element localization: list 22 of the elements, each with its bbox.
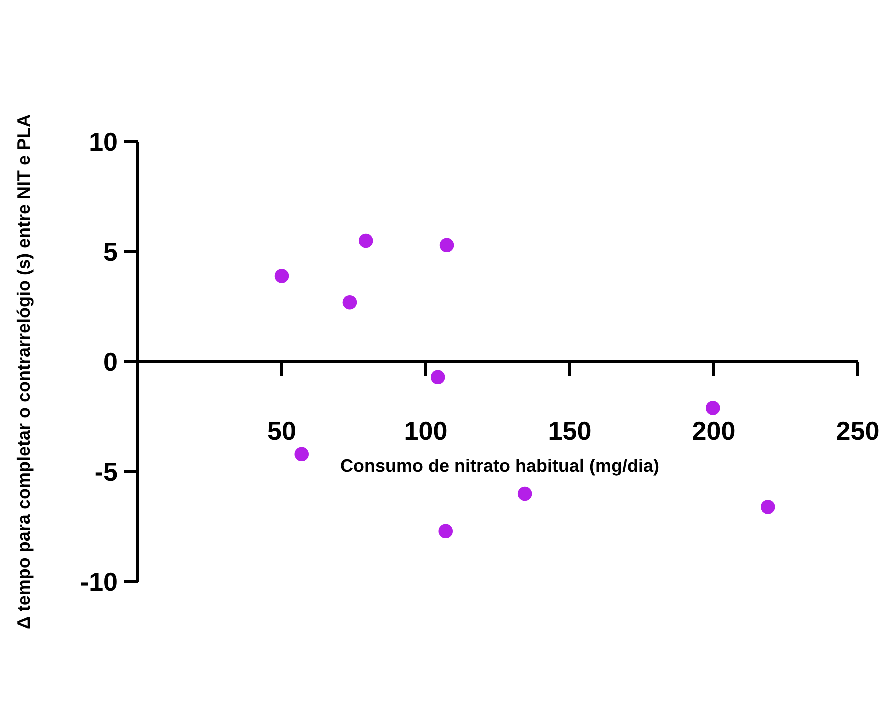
- x-tick-label: 100: [404, 416, 448, 446]
- point: [706, 401, 720, 416]
- point: [274, 269, 290, 284]
- x-tick-label: 150: [548, 416, 592, 446]
- x-tick-label: 50: [268, 416, 296, 446]
- point: [342, 295, 358, 310]
- y-tick-label: 0: [104, 347, 118, 378]
- x-axis-title: Consumo de nitrato habitual (mg/dia): [340, 456, 660, 476]
- point: [440, 238, 454, 253]
- y-tick-label: -5: [94, 457, 118, 488]
- point: [430, 370, 446, 385]
- x-tick-label: 200: [692, 416, 736, 446]
- point: [358, 234, 374, 248]
- y-axis-title: Δ tempo para completar o contrarrelógio (s) entre NIT e PLA: [14, 114, 34, 630]
- y-tick-label: 5: [104, 237, 118, 268]
- x-tick-label: 250: [836, 416, 880, 446]
- point: [294, 447, 310, 462]
- point: [761, 500, 776, 514]
- y-tick-label: 10: [89, 127, 118, 158]
- point: [518, 486, 532, 502]
- y-tick-label: -10: [80, 567, 118, 598]
- point: [438, 524, 454, 539]
